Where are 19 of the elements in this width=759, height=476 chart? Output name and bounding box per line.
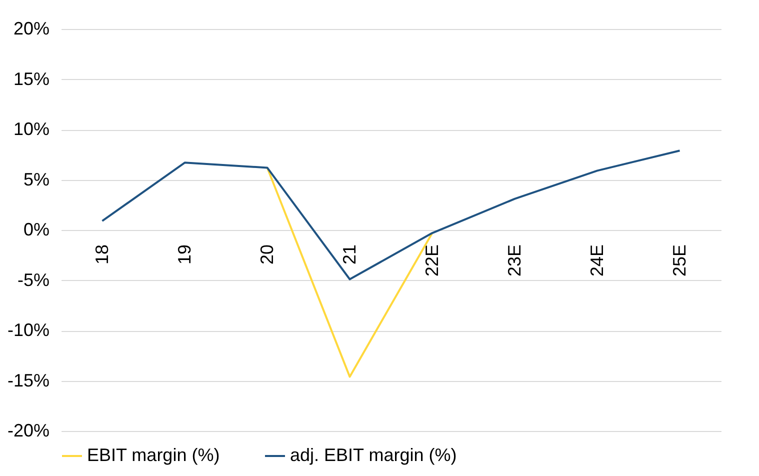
y-tick-label: -5% [17,270,50,290]
legend-label: EBIT margin (%) [87,445,220,465]
y-tick-label: 0% [23,220,50,240]
x-tick-label: 25E [669,244,690,277]
y-tick-label: 10% [13,119,50,139]
x-tick-label: 23E [504,244,524,277]
x-tick-label: 22E [422,244,442,277]
x-tick-label: 24E [586,244,607,277]
legend-label: adj. EBIT margin (%) [290,445,457,465]
y-tick-label: -10% [7,320,50,340]
y-tick-label: 5% [23,169,50,190]
y-tick-label: -15% [7,370,50,390]
x-tick-label: 21 [339,244,360,265]
x-tick-label: 20 [256,244,277,265]
y-tick-label: -20% [7,420,50,440]
y-tick-label: 15% [13,68,50,89]
x-tick-label: 19 [174,244,194,265]
y-tick-label: 20% [13,18,50,38]
x-tick-label: 18 [92,244,112,265]
